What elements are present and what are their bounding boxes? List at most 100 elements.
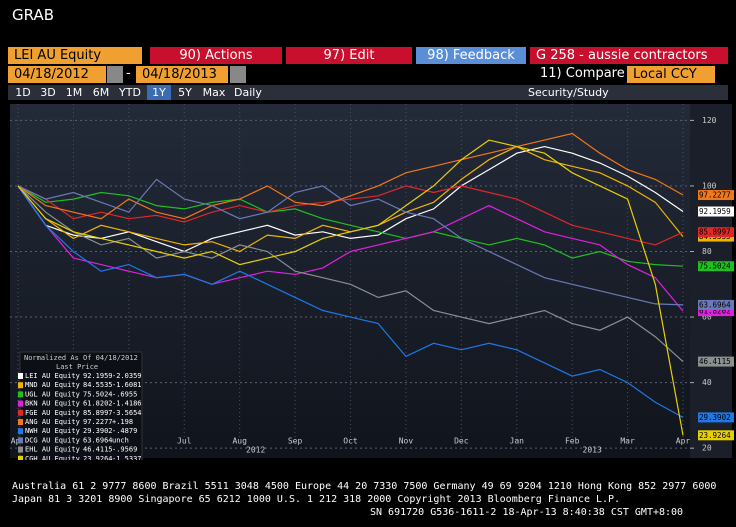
period-button[interactable]: YTD — [119, 86, 141, 99]
legend-last: 29.3902 — [83, 427, 113, 435]
price-tag-label: 75.5024 — [699, 262, 731, 271]
legend-last: 84.5535 — [83, 381, 113, 389]
chart: 20406080100120AprMayJunJulAugSepOctNovDe… — [10, 104, 734, 460]
price-tag — [698, 299, 734, 310]
series-line — [17, 185, 684, 246]
calendar-icon[interactable] — [230, 66, 246, 83]
legend-name: MND AU Equity — [25, 381, 80, 389]
security-field[interactable]: LEI AU Equity — [8, 47, 142, 64]
price-tag-label: 29.3902 — [699, 413, 731, 422]
x-tick-label: Feb — [565, 437, 580, 446]
start-date[interactable]: 04/18/2012 — [8, 66, 106, 83]
price-tag-label: 85.8997 — [699, 228, 731, 237]
legend-name: UGL AU Equity — [25, 390, 80, 398]
series-line — [17, 178, 684, 306]
legend-change: +.198 — [112, 418, 133, 426]
x-tick-label: Dec — [454, 437, 469, 446]
price-tag — [698, 356, 734, 367]
legend-swatch — [18, 446, 23, 453]
price-tag-label: 63.6964 — [699, 300, 731, 309]
legend-last: 97.2277 — [83, 418, 113, 426]
x-tick-label: Nov — [399, 437, 414, 446]
window-title: GRAB — [12, 6, 54, 24]
legend-name: ANG AU Equity — [25, 418, 80, 426]
period-button[interactable]: 1D — [15, 86, 31, 99]
legend-swatch — [18, 400, 23, 407]
legend-change: -.4879 — [112, 427, 137, 435]
footer-line: Australia 61 2 9777 8600 Brazil 5511 304… — [12, 481, 717, 492]
legend-name: NWH AU Equity — [25, 427, 80, 435]
legend-change: -1.4186 — [112, 400, 142, 408]
period-button[interactable]: 1Y — [147, 85, 171, 100]
end-date[interactable]: 04/18/2013 — [136, 66, 228, 83]
price-tag — [698, 227, 734, 238]
x-tick-label: Sep — [288, 437, 303, 446]
x-tick-label: Jul — [177, 437, 192, 446]
series-line — [17, 185, 684, 418]
period-button[interactable]: 3D — [40, 86, 56, 99]
x-tick-label: Apr — [676, 437, 691, 446]
legend-name: FGE AU Equity — [25, 409, 80, 417]
legend-name: LEI AU Equity — [25, 372, 80, 380]
legend-swatch — [18, 428, 23, 435]
legend-box — [19, 351, 143, 460]
function-title: G 258 - aussie contractors — [530, 47, 728, 64]
y-tick-label: 100 — [702, 181, 717, 190]
x-tick-label: Mar — [620, 437, 635, 446]
actions-menu[interactable]: 90) Actions — [150, 47, 282, 64]
legend-change: -1.6081 — [112, 381, 142, 389]
legend-change: -1.5337 — [112, 455, 142, 460]
study-menu[interactable]: Security/Study — [528, 86, 609, 99]
period-button[interactable]: 5Y — [178, 86, 192, 99]
price-tag-label: 61.8202 — [699, 307, 731, 316]
x-tick-label: Jan — [510, 437, 525, 446]
period-button[interactable]: Max — [202, 86, 226, 99]
footer-line: SN 691720 G536-1611-2 18-Apr-13 8:40:38 … — [370, 507, 684, 518]
x-tick-label: Aug — [232, 437, 247, 446]
year-label: 2012 — [246, 446, 265, 455]
period-bar: 1D 3D 1M 6M YTD 1Y 5Y Max Daily Security/Study — [8, 85, 728, 100]
y-tick-label: 120 — [702, 116, 717, 125]
series-line — [17, 139, 684, 436]
legend-change: unch — [112, 436, 129, 444]
currency-field[interactable]: Local CCY — [627, 66, 715, 83]
legend-subtitle: Last Price — [56, 363, 98, 371]
price-tag — [698, 190, 734, 201]
series-line — [17, 185, 684, 267]
legend-name: DCG AU Equity — [25, 436, 80, 444]
legend-swatch — [18, 455, 23, 460]
price-tag-label: 23.9264 — [699, 431, 731, 440]
price-tag-label: 92.1959 — [699, 207, 731, 216]
legend-last: 23.9264 — [83, 455, 113, 460]
frequency-menu[interactable]: Daily — [234, 86, 262, 99]
legend-swatch — [18, 409, 23, 416]
compare-label[interactable]: 11) Compare — [540, 66, 625, 81]
y-tick-label: 80 — [702, 247, 712, 256]
x-tick-label: Oct — [343, 437, 358, 446]
edit-menu[interactable]: 97) Edit — [286, 47, 412, 64]
legend-name: BKN AU Equity — [25, 400, 80, 408]
price-tag — [698, 261, 734, 272]
y-tick-label: 40 — [702, 378, 712, 387]
legend-last: 46.4115 — [83, 446, 113, 454]
period-button[interactable]: 6M — [92, 86, 110, 99]
series-line — [17, 185, 684, 363]
date-dash: - — [126, 66, 131, 81]
feedback-button[interactable]: 98) Feedback — [416, 47, 526, 64]
axis-area — [690, 104, 732, 458]
price-tag — [698, 412, 734, 423]
y-tick-label: 20 — [702, 444, 712, 453]
calendar-icon[interactable] — [107, 66, 123, 83]
legend-change: -2.0359 — [112, 372, 142, 380]
legend-swatch — [18, 437, 23, 444]
period-button[interactable]: 1M — [65, 86, 83, 99]
year-label: 2013 — [583, 446, 602, 455]
legend-change: -.9569 — [112, 446, 137, 454]
legend-last: 75.5024 — [83, 390, 113, 398]
legend-swatch — [18, 373, 23, 379]
price-tag-label: 97.2277 — [699, 191, 731, 200]
y-tick-label: 60 — [702, 313, 712, 322]
legend-last: 92.1959 — [83, 372, 113, 380]
legend-last: 85.8997 — [83, 409, 113, 417]
